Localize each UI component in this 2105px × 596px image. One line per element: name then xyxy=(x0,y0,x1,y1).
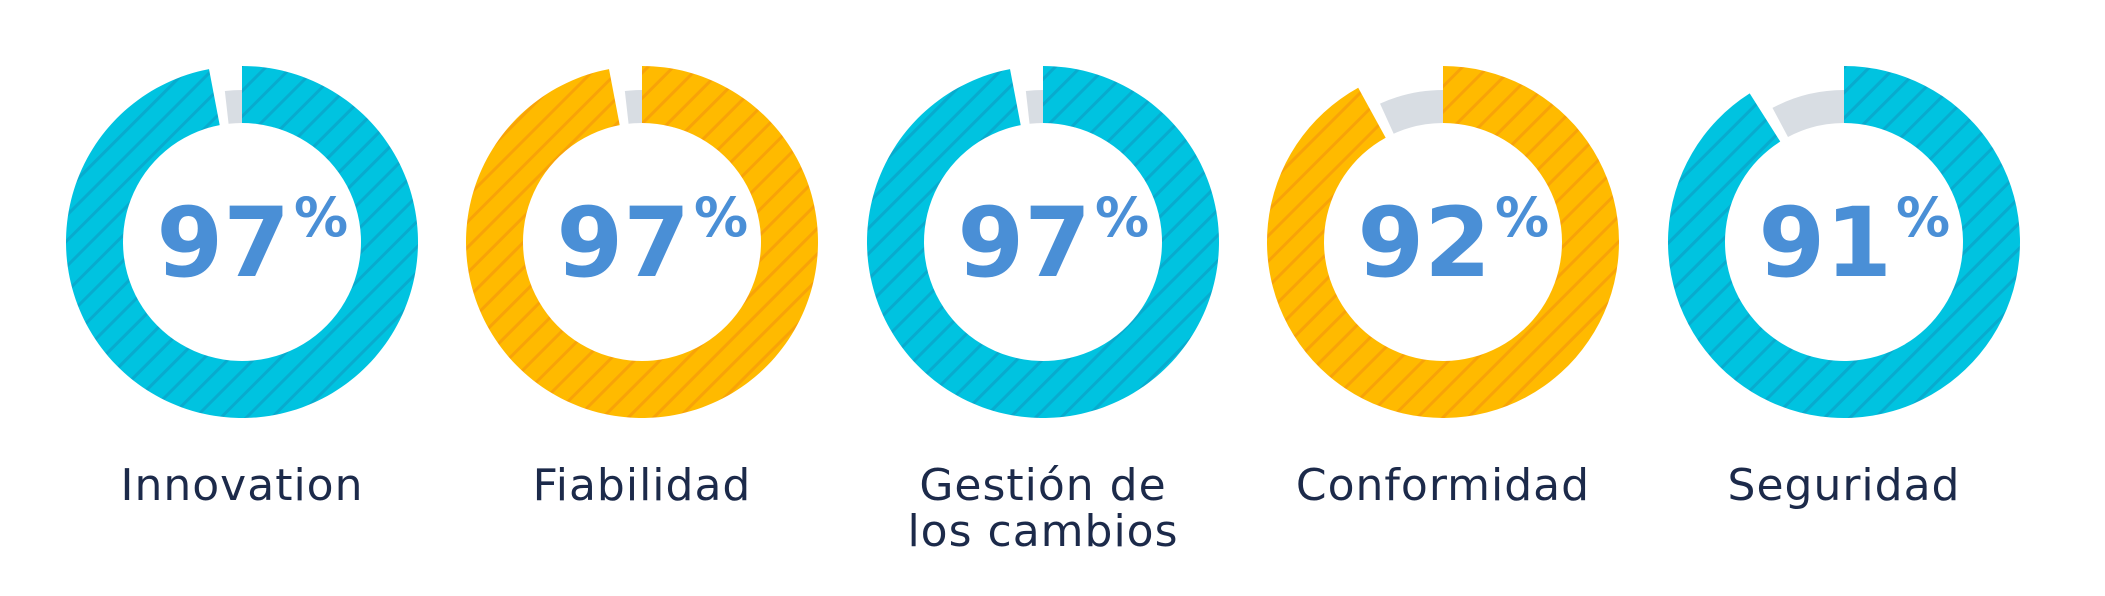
donut-label-3-line-1: Gestión de xyxy=(919,460,1166,511)
donut-label-5: Seguridad xyxy=(1728,460,1961,511)
donut-value-3: 97 xyxy=(957,187,1091,299)
donut-slice-2 xyxy=(466,66,818,419)
donut-label-2: Fiabilidad xyxy=(533,460,752,511)
donut-value-5: 91 xyxy=(1758,187,1892,299)
donut-slice-1 xyxy=(66,66,418,419)
donuts-layer: 97 % Innovation 97 % Fiabilidad 97 % Gestión del… xyxy=(66,66,2021,557)
donut-remainder-3 xyxy=(1025,90,1043,124)
donut-1: 97 % Innovation xyxy=(66,66,418,511)
donut-percent-sign-4: % xyxy=(1495,186,1549,249)
donut-4: 92 % Conformidad xyxy=(1267,66,1619,511)
donut-value-4: 92 xyxy=(1357,187,1491,299)
donut-percent-sign-3: % xyxy=(1095,186,1149,249)
donut-label-1: Innovation xyxy=(121,460,364,511)
donut-remainder-1 xyxy=(224,90,242,124)
donut-label-3-line-2: los cambios xyxy=(907,506,1178,557)
donut-slice-3 xyxy=(867,66,1220,419)
donut-value-1: 97 xyxy=(156,187,290,299)
donut-remainder-5 xyxy=(1772,90,1844,138)
donut-percent-sign-1: % xyxy=(294,186,348,249)
donut-slice-4 xyxy=(1267,66,1619,418)
donut-percent-sign-2: % xyxy=(694,186,748,249)
donut-label-4: Conformidad xyxy=(1296,460,1590,511)
donut-5: 91 % Seguridad xyxy=(1668,66,2021,511)
donut-slice-5 xyxy=(1668,66,2021,418)
donut-remainder-4 xyxy=(1380,90,1443,134)
donut-percent-sign-5: % xyxy=(1896,186,1950,249)
donut-value-2: 97 xyxy=(556,187,690,299)
donut-remainder-2 xyxy=(624,90,642,124)
donut-2: 97 % Fiabilidad xyxy=(466,66,818,511)
